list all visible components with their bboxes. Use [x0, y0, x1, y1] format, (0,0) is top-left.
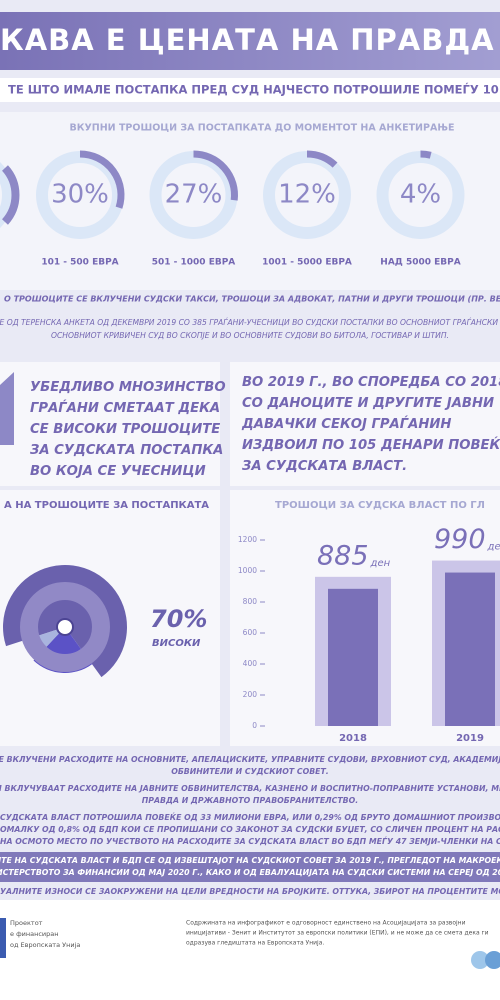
funding-text: е финансиран — [10, 930, 59, 938]
highlight-text: ЗА СУДСКАТА ВЛАСТ. — [242, 459, 407, 474]
logo — [471, 951, 489, 969]
ring-value: 30% — [51, 180, 109, 210]
note-line: ОБВИНИТЕЛИ И СУДСКИОТ СОВЕТ. — [171, 767, 329, 776]
y-tick-label: 800 — [243, 597, 258, 606]
ring-value: 27% — [165, 180, 223, 210]
bar — [445, 572, 495, 726]
icon — [0, 372, 14, 445]
highlight-text: СО ДАНОЦИТЕ И ДРУГИТЕ ЈАВНИ — [242, 396, 494, 411]
x-tick-label: 2019 — [456, 733, 484, 744]
bar-value: 885 — [317, 540, 369, 571]
subtitle: ТЕ ШТО ИМАЛЕ ПОСТАПКА ПРЕД СУД НАЈЧЕСТО … — [8, 82, 500, 97]
pie-label: ВИСОКИ — [152, 638, 201, 649]
pie-ring — [20, 582, 110, 672]
highlight-text: ИЗДВОИЛ ПО 105 ДЕНАРИ ПОВЕЌЕ — [242, 436, 500, 453]
pie-hub — [56, 618, 74, 636]
highlight-text: ЗА СУДСКАТА ПОСТАПКА — [30, 443, 223, 458]
disclaimer-text: одразува гледиштата на Европската Унија. — [186, 940, 324, 947]
chart-title: ТРОШОЦИ ЗА СУДСКА ВЛАСТ ПО ГЛ — [275, 500, 485, 511]
highlight-text: ГРАЃАНИ СМЕТААТ ДЕКА — [30, 399, 220, 416]
bar — [328, 588, 378, 726]
highlight-box — [230, 362, 500, 486]
source-line: РАСХОДИТЕ НА СУДСКАТА ВЛАСТ И БДП СЕ ОД … — [0, 856, 500, 865]
source-line: МИНИСТЕРСТВОТО ЗА ФИНАНСИИ ОД МАЈ 2020 Г… — [0, 868, 500, 877]
y-tick-label: 1200 — [238, 535, 257, 544]
ring-arc — [193, 150, 238, 201]
bar-unit: ден — [370, 558, 391, 569]
funding-text: Проектот — [10, 919, 43, 927]
y-tick-label: 400 — [243, 659, 258, 668]
ring-arc — [420, 150, 432, 159]
ring-value: 12% — [278, 180, 336, 210]
ring-arc — [306, 150, 338, 168]
note-line: ЕТКА СЕ ВКЛУЧЕНИ РАСХОДИТЕ НА ОСНОВНИТЕ,… — [0, 755, 500, 764]
source-line: ОСНОВНИОТ КРИВИЧЕН СУД ВО СКОПЈЕ И ВО ОС… — [51, 331, 449, 340]
ring-value: 4% — [400, 180, 441, 210]
highlight-text: ВО 2019 Г., ВО СПОРЕДБА СО 2018 Г., — [242, 375, 500, 390]
ring-label: 1001 - 5000 ЕВРА — [262, 258, 352, 268]
ring-label: НАД 5000 ЕВРА — [380, 258, 460, 268]
note-line: УАЛНИТЕ ИЗНОСИ СЕ ЗАОКРУЖЕНИ НА ЦЕЛИ ВРЕ… — [0, 887, 500, 896]
highlight-text: УБЕДЛИВО МНОЗИНСТВО — [30, 380, 226, 395]
y-tick-label: 0 — [252, 721, 257, 730]
ring-arc — [79, 150, 125, 209]
highlight-text: ВО КОЈА СЕ УЧЕСНИЦИ — [30, 464, 206, 479]
eu-flag — [0, 918, 6, 958]
disclaimer-text: Содржината на инфографикот е одговорност… — [186, 920, 466, 927]
disclaimer-text: иницијативи - Зенит и Институтот за евро… — [186, 930, 489, 937]
highlight-text: СЕ ВИСОКИ ТРОШОЦИТЕ — [30, 422, 220, 437]
y-tick-label: 1000 — [238, 566, 257, 575]
note-line: НА ОСМОТО МЕСТО ПО УЧЕСТВОТО НА РАСХОДИТ… — [0, 837, 500, 846]
funding-text: од Европската Унија — [10, 941, 80, 949]
section-title: ВКУПНИ ТРОШОЦИ ЗА ПОСТАПКАТА ДО МОМЕНТОТ… — [69, 123, 454, 134]
note-line: ОМАЛКУ ОД 0,8% ОД БДП КОИ СЕ ПРОПИШАНИ С… — [0, 825, 500, 834]
source-line: СЕ ОД ТЕРЕНСКА АНКЕТА ОД ДЕКЕМВРИ 2019 С… — [0, 318, 500, 327]
note-line: ПРАВДА И ДРЖАВНОТО ПРАВОБРАНИТЕЛСТВО. — [142, 796, 358, 805]
chart-title: А НА ТРОШОЦИТЕ ЗА ПОСТАПКАТА — [4, 500, 209, 511]
ring-label: 501 - 1000 ЕВРА — [152, 258, 236, 268]
ring-arc — [1, 165, 20, 225]
sources-band — [0, 852, 500, 882]
highlight-box — [0, 362, 220, 486]
title: КАВА Е ЦЕНАТА НА ПРАВДА — [0, 23, 495, 57]
highlight-text: ДАВАЧКИ СЕКОЈ ГРАЃАНИН — [241, 415, 451, 432]
ring-track — [0, 161, 14, 229]
y-tick-label: 600 — [243, 628, 258, 637]
y-tick-label: 200 — [243, 690, 258, 699]
x-tick-label: 2018 — [339, 733, 367, 744]
note-line: НЕ ГИ ВКЛУЧУВААТ РАСХОДИТЕ НА ЈАВНИТЕ ОБ… — [0, 784, 500, 793]
bar-unit: ден — [487, 542, 500, 553]
title-band — [0, 12, 500, 70]
logo — [485, 951, 500, 969]
bar-value: 990 — [434, 524, 486, 555]
note-line: СУДСКАТА ВЛАСТ ПОТРОШИЛА ПОВЕЌЕ ОД 33 МИ… — [0, 813, 500, 822]
pie-value: 70% — [150, 605, 207, 633]
ring-label: 101 - 500 ЕВРА — [41, 258, 118, 268]
subtitle-band — [0, 78, 500, 102]
note: О ТРОШОЦИТЕ СЕ ВКЛУЧЕНИ СУДСКИ ТАКСИ, ТР… — [4, 295, 500, 304]
rings-panel — [0, 112, 500, 290]
footer-band — [0, 900, 500, 1000]
